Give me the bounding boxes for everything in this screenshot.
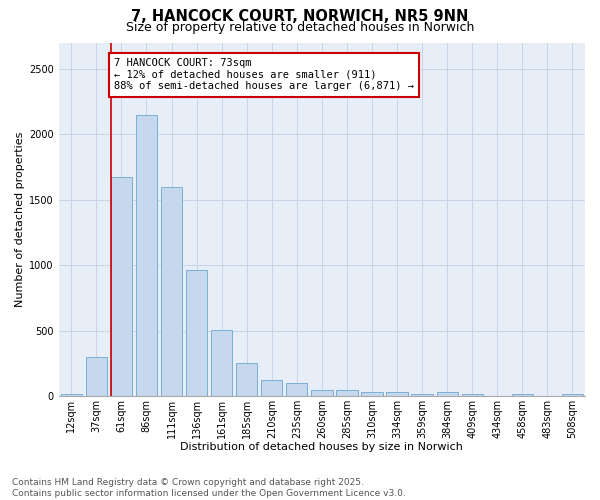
Bar xyxy=(386,392,408,396)
Bar xyxy=(161,186,182,396)
Bar xyxy=(412,394,433,396)
Text: Contains HM Land Registry data © Crown copyright and database right 2025.
Contai: Contains HM Land Registry data © Crown c… xyxy=(12,478,406,498)
Bar xyxy=(461,394,483,396)
Bar xyxy=(211,330,232,396)
Bar xyxy=(311,390,332,396)
Bar xyxy=(261,380,283,396)
X-axis label: Distribution of detached houses by size in Norwich: Distribution of detached houses by size … xyxy=(181,442,463,452)
Text: 7 HANCOCK COURT: 73sqm
← 12% of detached houses are smaller (911)
88% of semi-de: 7 HANCOCK COURT: 73sqm ← 12% of detached… xyxy=(114,58,414,92)
Bar xyxy=(111,178,132,396)
Bar xyxy=(562,394,583,396)
Bar xyxy=(61,394,82,396)
Y-axis label: Number of detached properties: Number of detached properties xyxy=(15,132,25,307)
Bar xyxy=(437,392,458,396)
Bar xyxy=(136,114,157,396)
Bar xyxy=(236,364,257,396)
Bar xyxy=(512,394,533,396)
Text: 7, HANCOCK COURT, NORWICH, NR5 9NN: 7, HANCOCK COURT, NORWICH, NR5 9NN xyxy=(131,9,469,24)
Bar xyxy=(336,390,358,396)
Text: Size of property relative to detached houses in Norwich: Size of property relative to detached ho… xyxy=(126,21,474,34)
Bar xyxy=(186,270,207,396)
Bar xyxy=(286,383,307,396)
Bar xyxy=(86,357,107,396)
Bar xyxy=(361,392,383,396)
